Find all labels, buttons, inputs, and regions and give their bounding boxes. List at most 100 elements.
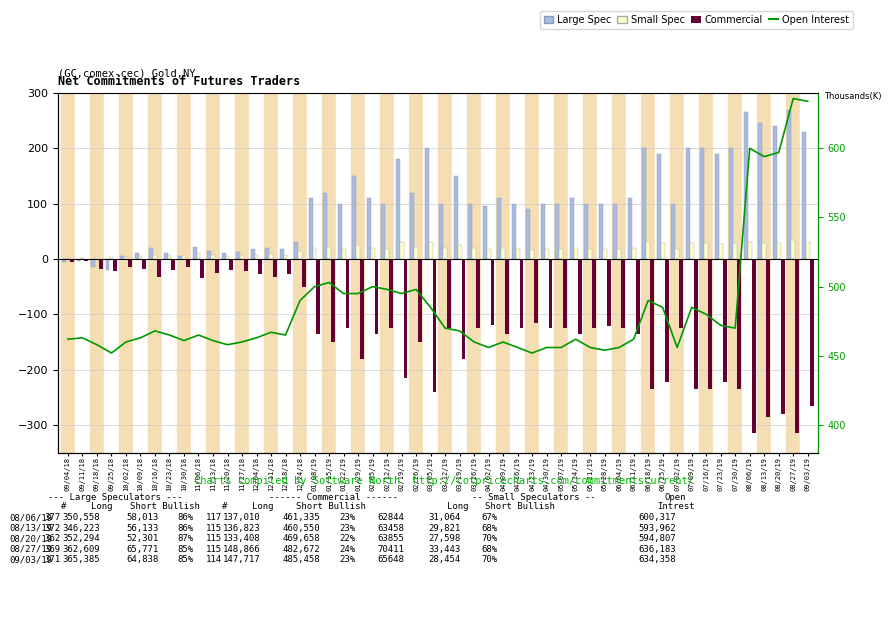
Bar [573,248,578,259]
Bar [322,93,336,453]
Text: 460,550: 460,550 [283,524,320,533]
Bar [525,93,540,453]
Bar [124,257,128,259]
Bar [453,176,458,259]
Bar [540,93,554,453]
Bar [119,93,133,453]
Text: 634,358: 634,358 [638,556,676,564]
Bar [331,259,335,342]
Bar [167,255,172,259]
Bar [265,248,269,259]
Bar [380,93,395,453]
Bar [781,259,785,414]
Text: 31,064: 31,064 [428,513,461,522]
Text: Open: Open [665,493,686,502]
Bar [389,259,393,328]
Bar [400,242,404,259]
Text: 09/03/19: 09/03/19 [9,556,52,564]
Bar [690,244,693,259]
Text: 362: 362 [44,534,60,543]
Bar [236,252,240,259]
Bar [603,249,606,259]
Bar [351,93,365,453]
Bar [95,257,99,259]
Bar [76,259,81,260]
Bar [308,198,313,259]
Bar [757,93,772,453]
Bar [772,93,786,453]
Text: Short Bullish: Short Bullish [485,502,555,511]
Text: Long: Long [447,502,469,511]
Text: 600,317: 600,317 [638,513,676,522]
Bar [280,249,284,259]
Bar [641,93,655,453]
Text: 68%: 68% [482,524,498,533]
Bar [153,255,157,259]
Bar [396,159,400,259]
Bar [264,93,278,453]
Text: Thousands(K): Thousands(K) [824,92,882,100]
Text: 636,183: 636,183 [638,545,676,554]
Bar [404,259,407,378]
Text: 346,223: 346,223 [62,524,100,533]
Bar [556,203,559,259]
Bar [385,249,389,259]
Bar [461,259,466,358]
Text: 28,454: 28,454 [428,556,461,564]
Bar [352,176,356,259]
Bar [516,249,519,259]
Bar [249,93,264,453]
Bar [287,259,292,275]
Bar [324,193,327,259]
Line: Open Interest: Open Interest [68,99,808,353]
Bar [177,93,191,453]
Bar [786,93,800,453]
Text: 64,838: 64,838 [126,556,158,564]
Bar [157,259,161,277]
Text: 117: 117 [206,513,222,522]
Bar [220,93,235,453]
Bar [327,247,331,259]
Bar [164,254,167,259]
Bar [469,203,472,259]
Bar [109,257,114,259]
Bar [800,93,815,453]
Text: 461,335: 461,335 [283,513,320,522]
Bar [714,93,728,453]
Bar [671,203,676,259]
Text: 23%: 23% [340,513,356,522]
Bar [699,93,714,453]
Bar [606,259,611,327]
Bar [294,242,298,259]
Bar [425,148,428,259]
Text: 147,717: 147,717 [223,556,260,564]
Text: 114: 114 [206,556,222,564]
Bar [592,259,596,328]
Bar [374,259,379,334]
Bar [627,93,641,453]
Bar [240,255,244,259]
Bar [491,259,494,326]
Bar [621,259,625,328]
Bar [791,239,795,259]
Bar [704,244,709,259]
Text: 86%: 86% [178,513,194,522]
Bar [433,259,436,392]
Bar [467,93,481,453]
Bar [554,93,568,453]
Bar [636,259,639,334]
Bar [762,244,766,259]
Bar [366,198,371,259]
Bar [284,255,287,259]
Text: Short Bullish: Short Bullish [130,502,199,511]
Text: 58,013: 58,013 [126,513,158,522]
Text: 593,962: 593,962 [638,524,676,533]
Text: Net Commitments of Futures Traders: Net Commitments of Futures Traders [58,75,300,88]
Bar [191,93,205,453]
Bar [207,250,211,259]
Text: Long: Long [252,502,273,511]
Bar [728,93,742,453]
Bar [497,198,501,259]
Bar [657,154,661,259]
Bar [810,259,813,405]
